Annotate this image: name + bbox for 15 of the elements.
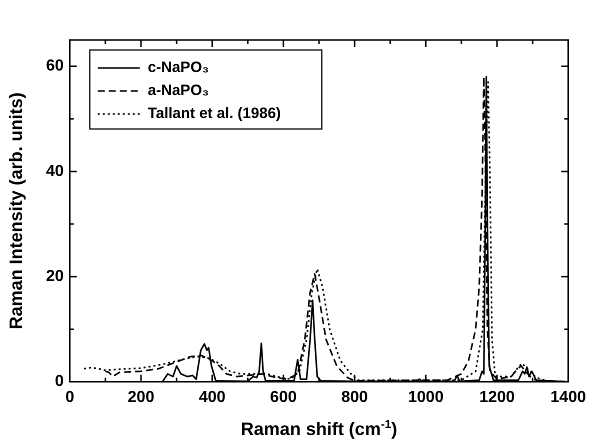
y-tick-label: 60 xyxy=(46,58,64,75)
y-tick-label: 20 xyxy=(46,268,64,286)
x-tick-label: 800 xyxy=(341,388,368,406)
y-tick-label: 40 xyxy=(46,162,64,180)
x-tick-label: 200 xyxy=(128,388,154,406)
x-tick-label: 1000 xyxy=(408,388,444,406)
legend-label: a-NaPO₃ xyxy=(148,82,209,100)
x-tick-label: 1200 xyxy=(479,388,515,406)
legend-label: c-NaPO₃ xyxy=(148,59,209,76)
x-tick-label: 400 xyxy=(198,388,226,406)
x-tick-label: 1400 xyxy=(550,388,586,406)
legend-label: Tallant et al. (1986) xyxy=(148,105,281,122)
x-tick-label: 600 xyxy=(270,388,297,406)
y-tick-label: 0 xyxy=(54,373,64,390)
y-axis-title: Raman Intensity (arb. units) xyxy=(6,92,26,330)
